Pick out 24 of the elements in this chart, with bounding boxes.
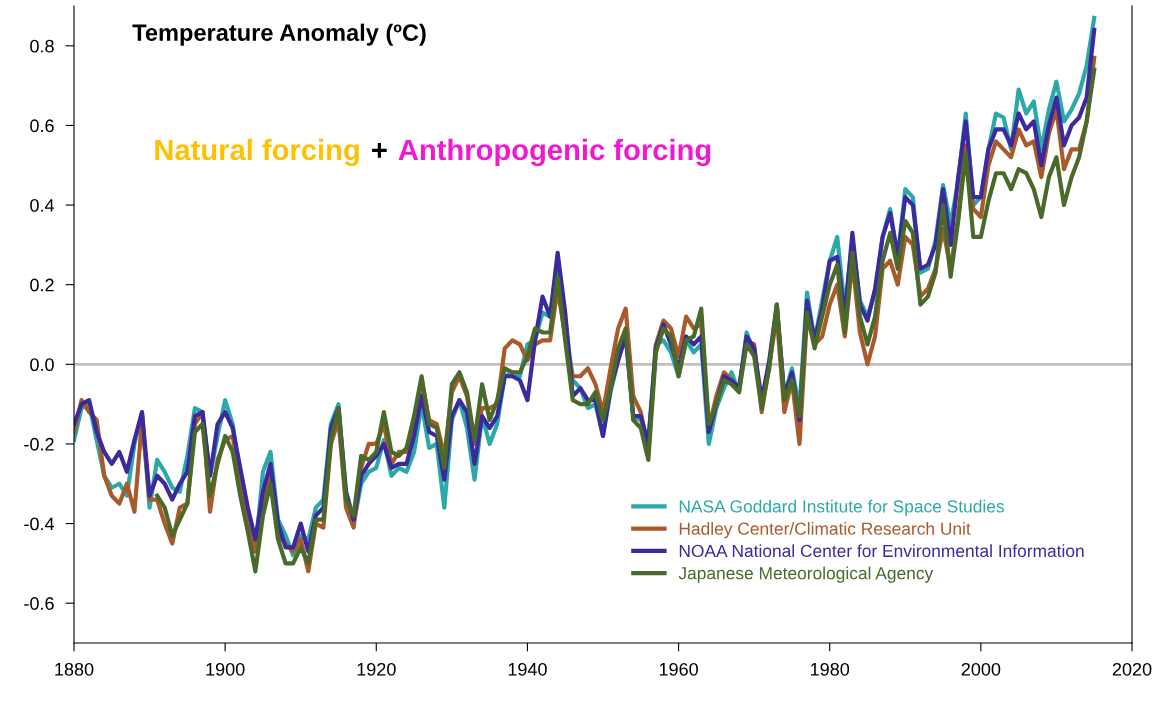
x-tick-label: 2000 — [961, 662, 1001, 676]
y-tick-label: 0.0 — [30, 358, 54, 372]
x-tick-label: 1880 — [55, 662, 94, 676]
y-tick-label: 0.8 — [30, 39, 54, 53]
annotation: Anthropogenic forcing — [398, 138, 711, 167]
y-tick-label: -0.6 — [24, 597, 54, 610]
y-tick-label: -0.2 — [24, 437, 54, 451]
legend-label: NASA Goddard Institute for Space Studies — [679, 499, 1004, 516]
x-tick-label: 1920 — [357, 662, 396, 676]
text: Temperature Anomaly (ºC) — [132, 23, 426, 46]
annotation: Natural forcing — [155, 138, 359, 167]
y-tick-label: 0.6 — [30, 119, 54, 133]
legend-label: Japanese Meteorological Agency — [678, 566, 934, 583]
y-tick-label: 0.4 — [30, 199, 55, 212]
annotation: + — [372, 142, 387, 158]
legend-label: Hadley Center/Climatic Research Unit — [679, 522, 971, 539]
y-tick-label: 0.2 — [30, 278, 54, 292]
x-tick-label: 1900 — [206, 662, 245, 676]
y-tick-label: -0.4 — [24, 517, 55, 531]
x-tick-label: 1940 — [508, 662, 547, 676]
legend-label: NOAA National Center for Environmental Information — [679, 544, 1084, 558]
x-tick-label: 1980 — [811, 662, 850, 676]
x-tick-label: 1960 — [659, 662, 698, 676]
x-tick-label: 2020 — [1112, 662, 1152, 676]
